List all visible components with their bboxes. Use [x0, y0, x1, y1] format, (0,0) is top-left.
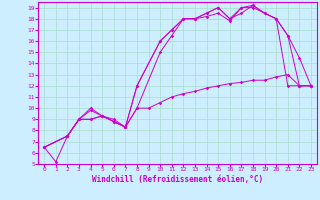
X-axis label: Windchill (Refroidissement éolien,°C): Windchill (Refroidissement éolien,°C) — [92, 175, 263, 184]
